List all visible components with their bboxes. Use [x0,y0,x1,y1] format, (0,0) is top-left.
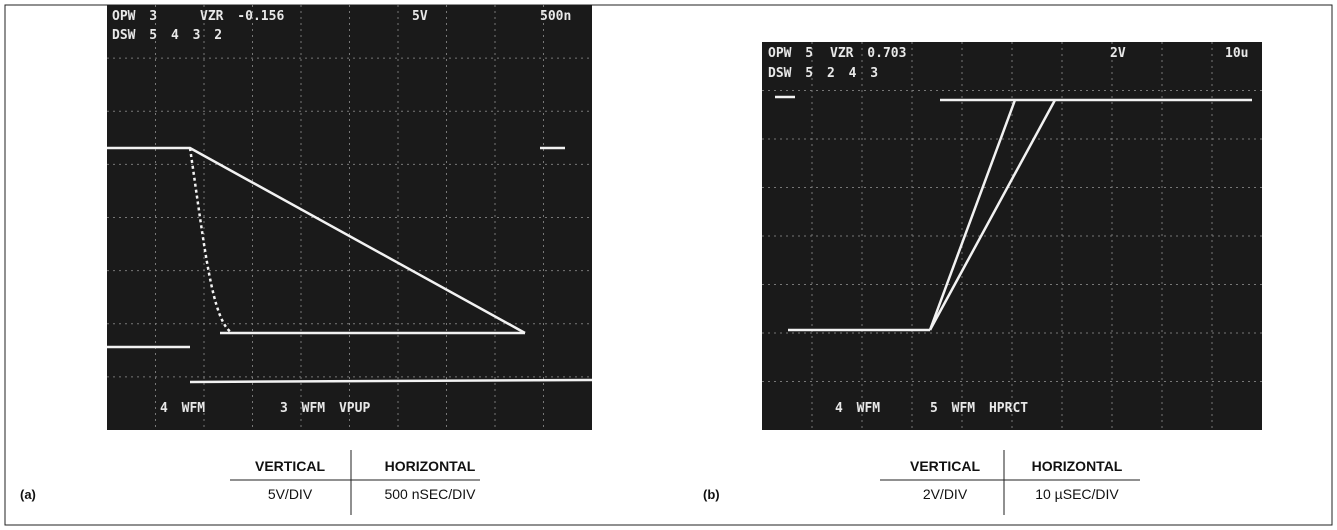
screen-text: 10u [1225,46,1248,61]
traces [775,95,1252,332]
trace [189,378,593,384]
screen-text: OPW 3 [112,9,157,24]
table-value: 10 µSEC/DIV [1035,486,1119,502]
screen-text: VZR -0.156 [200,9,284,24]
table-value: 2V/DIV [923,486,968,502]
trace [928,99,1057,331]
table-value: 500 nSEC/DIV [384,486,476,502]
screen-text: 2V [1110,46,1126,61]
screen-text: DSW 5 4 3 2 [112,28,222,43]
screen-text: 3 WFM VPUP [280,401,370,416]
screen-text: 500n [540,9,571,24]
screen-text: VZR 0.703 [830,46,906,61]
panel-label: (a) [20,487,36,502]
table-header: VERTICAL [910,458,980,474]
grid [107,5,592,430]
trace [188,147,233,335]
screen-text: 5V [412,9,428,24]
table-header: HORIZONTAL [1032,458,1123,474]
trace [928,99,1017,331]
panel-b: OPW 5 VZR 0.703 2V 10u DSW 5 2 4 3 4 WFM… [703,42,1262,515]
traces [107,146,593,384]
screen-text: 5 WFM HPRCT [930,401,1028,416]
table-header: VERTICAL [255,458,325,474]
frame [4,4,1333,526]
table-value: 5V/DIV [268,486,313,502]
screen-text: OPW 5 [768,46,813,61]
table-header: HORIZONTAL [385,458,476,474]
panel-a: OPW 3 VZR -0.156 5V 500n DSW 5 4 3 2 4 W… [20,5,593,515]
screen-text: 4 WFM [160,401,205,416]
screen-text: 4 WFM [835,401,880,416]
screen-text: DSW 5 2 4 3 [768,66,878,81]
panel-label: (b) [703,487,720,502]
